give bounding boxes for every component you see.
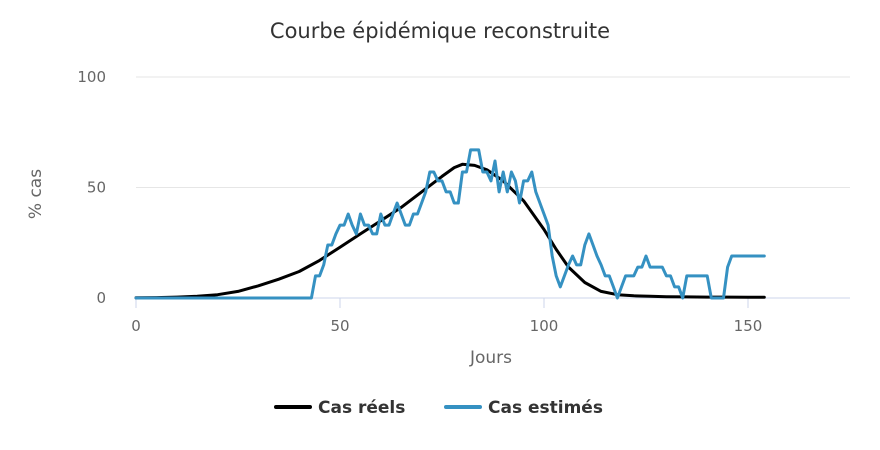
chart-title: Courbe épidémique reconstruite [270, 19, 610, 43]
series-lines [134, 148, 766, 300]
y-tick-label: 100 [77, 68, 106, 86]
legend-item-2[interactable]: Cas estimés [444, 398, 603, 418]
legend-label: Cas réels [318, 398, 405, 418]
y-tick-label: 50 [87, 179, 106, 197]
y-axis-label: % cas [26, 169, 46, 219]
y-tick-label: 0 [96, 289, 106, 307]
x-tick-label: 100 [530, 317, 559, 335]
legend-label: Cas estimés [488, 398, 603, 418]
legend-item-1[interactable]: Cas réels [274, 398, 405, 418]
x-axis-label: Jours [469, 348, 512, 368]
legend[interactable]: Cas réels Cas estimés [274, 398, 603, 418]
y-axis-ticks: 0 50 100 [77, 68, 106, 307]
x-tick-label: 150 [734, 317, 763, 335]
x-tick-label: 50 [330, 317, 349, 335]
x-tick-label: 0 [131, 317, 141, 335]
gridlines [136, 76, 850, 188]
x-axis-ticks: 0 50 100 150 [131, 298, 762, 335]
series-line-2[interactable] [134, 148, 766, 300]
